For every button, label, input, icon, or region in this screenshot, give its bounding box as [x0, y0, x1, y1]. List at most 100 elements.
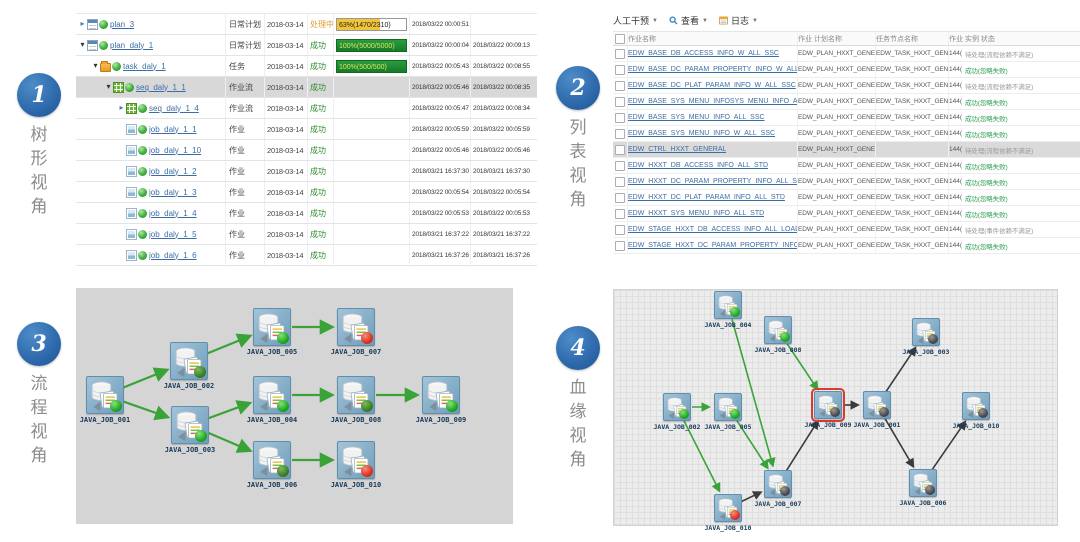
- tree-row[interactable]: job_daly_1_4 作业 2018-03-14 成功 2018/03/22 00:…: [76, 203, 537, 224]
- job-node[interactable]: [337, 376, 375, 414]
- tree-expand-icon[interactable]: ▾: [106, 82, 111, 91]
- job-node[interactable]: [86, 376, 124, 414]
- row-checkbox[interactable]: [615, 64, 625, 75]
- tree-node-name[interactable]: job_daly_1_4: [149, 208, 197, 218]
- job-name-link[interactable]: EDW_STAGE_HXXT_DC_PARAM_PROPERTY_INFO_AL…: [628, 242, 797, 249]
- tree-row[interactable]: job_daly_1_3 作业 2018-03-14 成功 2018/03/22 00:…: [76, 182, 537, 203]
- tree-node-name[interactable]: task_daly_1: [123, 61, 166, 71]
- tree-expand-icon[interactable]: ▸: [119, 103, 124, 112]
- job-node[interactable]: [912, 318, 940, 346]
- job-node[interactable]: [337, 308, 375, 346]
- column-header-job-name[interactable]: 作业名称: [628, 32, 798, 45]
- job-node[interactable]: [171, 406, 209, 444]
- job-name-link[interactable]: EDW_BASE_DC_PLAT_PARAM_INFO_W_ALL_SSC: [628, 82, 796, 89]
- row-checkbox[interactable]: [615, 96, 625, 107]
- job-name-link[interactable]: EDW_BASE_SYS_MENU_INFO_ALL_SSC: [628, 114, 765, 121]
- list-row[interactable]: EDW_HXXT_DB_ACCESS_INFO_ALL_STD EDW_PLAN_…: [613, 158, 1080, 174]
- row-checkbox[interactable]: [615, 128, 625, 139]
- tree-node-name[interactable]: job_daly_1_10: [149, 145, 202, 155]
- job-node[interactable]: [909, 469, 937, 497]
- job-node[interactable]: [863, 391, 891, 419]
- job-node[interactable]: [714, 291, 742, 319]
- tree-row[interactable]: ▸ seq_daly_1_4 作业流 2018-03-14 成功 2018/03/22 0…: [76, 98, 537, 119]
- job-name-link[interactable]: EDW_HXXT_DC_PLAT_PARAM_INFO_ALL_STD: [628, 194, 785, 201]
- row-checkbox[interactable]: [615, 176, 625, 187]
- job-node[interactable]: [714, 494, 742, 522]
- job-name-link[interactable]: EDW_STAGE_HXXT_DB_ACCESS_INFO_ALL_LOAD: [628, 226, 797, 233]
- list-row[interactable]: EDW_HXXT_SYS_MENU_INFO_ALL_STD EDW_PLAN_H…: [613, 206, 1080, 222]
- job-node[interactable]: [764, 316, 792, 344]
- list-row[interactable]: EDW_BASE_SYS_MENU_INFOSYS_MENU_INFO_ALL_…: [613, 94, 1080, 110]
- list-row[interactable]: EDW_BASE_DC_PLAT_PARAM_INFO_W_ALL_SSC EDW…: [613, 78, 1080, 94]
- flow-canvas[interactable]: JAVA_JOB_001 JAVA_JOB_002 JAVA_JOB_003 JAVA…: [76, 288, 513, 524]
- list-row[interactable]: EDW_CTRL_HXXT_GENERAL EDW_PLAN_HXXT_GENER…: [613, 142, 1080, 158]
- tree-expand-icon[interactable]: ▾: [80, 40, 85, 49]
- tree-node-name[interactable]: seq_daly_1_1: [136, 82, 186, 92]
- toolbar-button-manual[interactable]: 人工干预 ▼: [613, 14, 658, 27]
- column-header-instance-status[interactable]: 作业 实例 状态: [949, 35, 995, 43]
- tree-row[interactable]: job_daly_1_5 作业 2018-03-14 成功 2018/03/21 16:…: [76, 224, 537, 245]
- row-checkbox[interactable]: [615, 48, 625, 59]
- lineage-canvas[interactable]: JAVA_JOB_004 JAVA_JOB_008 JAVA_JOB_003 JAVA…: [613, 289, 1058, 532]
- tree-node-name[interactable]: job_daly_1_2: [149, 166, 197, 176]
- job-node[interactable]: [253, 441, 291, 479]
- job-node[interactable]: [422, 376, 460, 414]
- tree-node-name[interactable]: seq_daly_1_4: [149, 103, 199, 113]
- tree-node-name[interactable]: plan_3: [110, 19, 135, 29]
- tree-node-name[interactable]: job_daly_1_1: [149, 124, 197, 134]
- tree-row[interactable]: job_daly_1_10 作业 2018-03-14 成功 2018/03/22 00…: [76, 140, 537, 161]
- job-name-link[interactable]: EDW_BASE_DC_PARAM_PROPERTY_INFO_W_ALL_SS…: [628, 66, 797, 73]
- list-row[interactable]: EDW_BASE_DB_ACCESS_INFO_W_ALL_SSC EDW_PLA…: [613, 46, 1080, 62]
- job-name-link[interactable]: EDW_BASE_DB_ACCESS_INFO_W_ALL_SSC: [628, 50, 779, 57]
- list-row[interactable]: EDW_BASE_SYS_MENU_INFO_W_ALL_SSC EDW_PLAN…: [613, 126, 1080, 142]
- row-checkbox[interactable]: [615, 112, 625, 123]
- job-name-link[interactable]: EDW_HXXT_SYS_MENU_INFO_ALL_STD: [628, 210, 765, 217]
- job-node[interactable]: [663, 393, 691, 421]
- list-row[interactable]: EDW_HXXT_DC_PLAT_PARAM_INFO_ALL_STD EDW_P…: [613, 190, 1080, 206]
- tree-node-name[interactable]: plan_daly_1: [110, 40, 154, 50]
- row-checkbox[interactable]: [615, 224, 625, 235]
- tree-row[interactable]: job_daly_1_1 作业 2018-03-14 成功 2018/03/22 00:…: [76, 119, 537, 140]
- tree-expand-icon[interactable]: ▾: [93, 61, 98, 70]
- job-node[interactable]: [714, 393, 742, 421]
- column-header-task-node-name[interactable]: 任务节点名称: [876, 32, 949, 45]
- tree-node-name[interactable]: job_daly_1_5: [149, 229, 197, 239]
- row-checkbox[interactable]: [615, 240, 625, 251]
- tree-row[interactable]: ▾ task_daly_1 任务 2018-03-14 成功 100%(500/500) 2…: [76, 56, 537, 77]
- job-name-link[interactable]: EDW_BASE_SYS_MENU_INFOSYS_MENU_INFO_ALL_…: [628, 98, 797, 105]
- job-name-link[interactable]: EDW_CTRL_HXXT_GENERAL: [628, 146, 727, 153]
- job-node[interactable]: [337, 441, 375, 479]
- list-row[interactable]: EDW_BASE_SYS_MENU_INFO_ALL_SSC EDW_PLAN_H…: [613, 110, 1080, 126]
- column-header-plan-name[interactable]: 作业 计划名称: [798, 32, 876, 45]
- tree-expand-icon[interactable]: ▸: [80, 19, 85, 28]
- tree-row[interactable]: job_daly_1_6 作业 2018-03-14 成功 2018/03/21 16:…: [76, 245, 537, 266]
- row-checkbox[interactable]: [615, 144, 625, 155]
- job-node[interactable]: [811, 388, 845, 422]
- row-checkbox[interactable]: [615, 192, 625, 203]
- row-checkbox[interactable]: [615, 80, 625, 91]
- job-node[interactable]: [962, 392, 990, 420]
- tree-row[interactable]: job_daly_1_2 作业 2018-03-14 成功 2018/03/21 16:…: [76, 161, 537, 182]
- job-node[interactable]: [764, 470, 792, 498]
- tree-row[interactable]: ▾ plan_daly_1 日常计划 2018-03-14 成功 100%(5000/50…: [76, 35, 537, 56]
- list-row[interactable]: EDW_BASE_DC_PARAM_PROPERTY_INFO_W_ALL_SS…: [613, 62, 1080, 78]
- job-node[interactable]: [253, 308, 291, 346]
- job-node[interactable]: [253, 376, 291, 414]
- select-all-checkbox[interactable]: [615, 33, 625, 44]
- list-row[interactable]: EDW_HXXT_DC_PARAM_PROPERTY_INFO_ALL_STD E…: [613, 174, 1080, 190]
- status-dot-gray-icon: [879, 407, 889, 417]
- tree-node-name[interactable]: job_daly_1_6: [149, 250, 197, 260]
- row-checkbox[interactable]: [615, 208, 625, 219]
- toolbar-button-log[interactable]: 日志 ▼: [718, 14, 758, 27]
- job-name-link[interactable]: EDW_HXXT_DB_ACCESS_INFO_ALL_STD: [628, 162, 769, 169]
- tree-row[interactable]: ▸ plan_3 日常计划 2018-03-14 处理中 63%(1470/2310) 20…: [76, 14, 537, 35]
- job-name-link[interactable]: EDW_HXXT_DC_PARAM_PROPERTY_INFO_ALL_STD: [628, 178, 797, 185]
- tree-row[interactable]: ▾ seq_daly_1_1 作业流 2018-03-14 成功 2018/03/22 0…: [76, 77, 537, 98]
- list-row[interactable]: EDW_STAGE_HXXT_DB_ACCESS_INFO_ALL_LOAD ED…: [613, 222, 1080, 238]
- row-checkbox[interactable]: [615, 160, 625, 171]
- toolbar-button-view[interactable]: 查看 ▼: [669, 14, 708, 27]
- job-node[interactable]: [170, 342, 208, 380]
- job-name-link[interactable]: EDW_BASE_SYS_MENU_INFO_W_ALL_SSC: [628, 130, 776, 137]
- tree-node-name[interactable]: job_daly_1_3: [149, 187, 197, 197]
- list-row[interactable]: EDW_STAGE_HXXT_DC_PARAM_PROPERTY_INFO_AL…: [613, 238, 1080, 254]
